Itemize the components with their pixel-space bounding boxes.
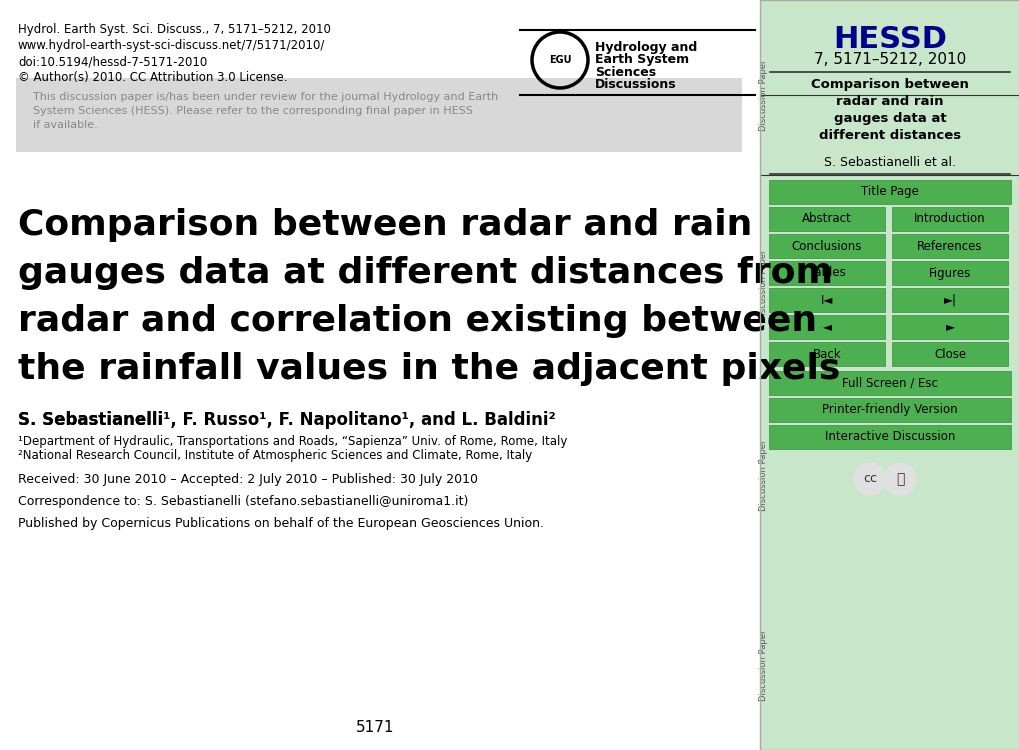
Text: Discussions: Discussions [594,77,676,91]
Text: S. Sebastianelli et al.: S. Sebastianelli et al. [823,155,955,169]
Text: doi:10.5194/hessd-7-5171-2010: doi:10.5194/hessd-7-5171-2010 [18,56,207,68]
Text: Printer-friendly Version: Printer-friendly Version [821,404,957,416]
Text: Sciences: Sciences [594,65,655,79]
Text: 5171: 5171 [356,721,394,736]
Text: ◄: ◄ [821,320,830,334]
Circle shape [853,463,886,495]
Text: Discussion Paper: Discussion Paper [759,629,767,700]
Circle shape [883,463,915,495]
Text: Close: Close [933,347,965,361]
Text: EGU: EGU [548,55,571,65]
Text: if available.: if available. [33,120,98,130]
Text: Received: 30 June 2010 – Accepted: 2 July 2010 – Published: 30 July 2010: Received: 30 June 2010 – Accepted: 2 Jul… [18,473,478,487]
FancyBboxPatch shape [892,288,1007,312]
FancyBboxPatch shape [892,261,1007,285]
Text: Comparison between radar and rain: Comparison between radar and rain [18,208,752,242]
Text: Discussion Paper: Discussion Paper [759,59,767,130]
Text: References: References [916,239,981,253]
Text: I◄: I◄ [820,293,833,307]
FancyBboxPatch shape [768,288,884,312]
FancyBboxPatch shape [768,315,884,339]
Text: System Sciences (HESS). Please refer to the corresponding final paper in HESS: System Sciences (HESS). Please refer to … [33,106,473,116]
Text: www.hydrol-earth-syst-sci-discuss.net/7/5171/2010/: www.hydrol-earth-syst-sci-discuss.net/7/… [18,40,325,53]
Text: Tables: Tables [808,266,845,280]
Text: HESSD: HESSD [833,26,946,55]
Text: Hydrology and: Hydrology and [594,41,697,55]
FancyBboxPatch shape [768,425,1010,449]
Text: the rainfall values in the adjacent pixels: the rainfall values in the adjacent pixe… [18,352,840,386]
FancyBboxPatch shape [768,261,884,285]
Text: Title Page: Title Page [860,185,918,199]
Text: Full Screen / Esc: Full Screen / Esc [842,376,937,389]
Text: Abstract: Abstract [801,212,851,226]
Text: Back: Back [812,347,841,361]
FancyBboxPatch shape [768,180,1010,204]
Text: Hydrol. Earth Syst. Sci. Discuss., 7, 5171–5212, 2010: Hydrol. Earth Syst. Sci. Discuss., 7, 51… [18,23,330,37]
Text: S. Sebastianelli¹, F. Russo¹, F. Napolitano¹, and L. Baldini²: S. Sebastianelli¹, F. Russo¹, F. Napolit… [18,411,555,429]
FancyBboxPatch shape [16,78,741,152]
Text: Published by Copernicus Publications on behalf of the European Geosciences Union: Published by Copernicus Publications on … [18,518,543,530]
Text: Interactive Discussion: Interactive Discussion [824,430,954,443]
Bar [759,0,1019,750]
FancyBboxPatch shape [768,342,884,366]
Text: Comparison between
radar and rain
gauges data at
different distances: Comparison between radar and rain gauges… [810,78,968,142]
FancyBboxPatch shape [768,398,1010,422]
Text: © Author(s) 2010. CC Attribution 3.0 License.: © Author(s) 2010. CC Attribution 3.0 Lic… [18,71,287,85]
Text: 7, 5171–5212, 2010: 7, 5171–5212, 2010 [813,53,965,68]
Text: This discussion paper is/has been under review for the journal Hydrology and Ear: This discussion paper is/has been under … [33,92,497,102]
Text: ►: ► [945,320,954,334]
Text: ¹Department of Hydraulic, Transportations and Roads, “Sapienza” Univ. of Rome, R: ¹Department of Hydraulic, Transportation… [18,436,567,448]
Text: S. Sebastianelli: S. Sebastianelli [18,411,163,429]
FancyBboxPatch shape [892,234,1007,258]
FancyBboxPatch shape [892,315,1007,339]
FancyBboxPatch shape [768,234,884,258]
FancyBboxPatch shape [768,207,884,231]
Text: ²National Research Council, Institute of Atmospheric Sciences and Climate, Rome,: ²National Research Council, Institute of… [18,449,532,463]
Text: Figures: Figures [928,266,970,280]
Text: Discussion Paper: Discussion Paper [759,249,767,321]
Text: Earth System: Earth System [594,53,689,67]
Text: Introduction: Introduction [913,212,984,226]
Text: gauges data at different distances from: gauges data at different distances from [18,256,833,290]
Text: cc: cc [862,472,876,485]
Text: ►|: ►| [943,293,956,307]
FancyBboxPatch shape [768,371,1010,395]
Text: ⓑ: ⓑ [895,472,903,486]
Text: radar and correlation existing between: radar and correlation existing between [18,304,816,338]
Text: Discussion Paper: Discussion Paper [759,440,767,511]
Text: Conclusions: Conclusions [791,239,861,253]
FancyBboxPatch shape [759,0,1019,750]
FancyBboxPatch shape [892,207,1007,231]
FancyBboxPatch shape [892,342,1007,366]
Text: Correspondence to: S. Sebastianelli (stefano.sebastianelli@uniroma1.it): Correspondence to: S. Sebastianelli (ste… [18,496,468,508]
